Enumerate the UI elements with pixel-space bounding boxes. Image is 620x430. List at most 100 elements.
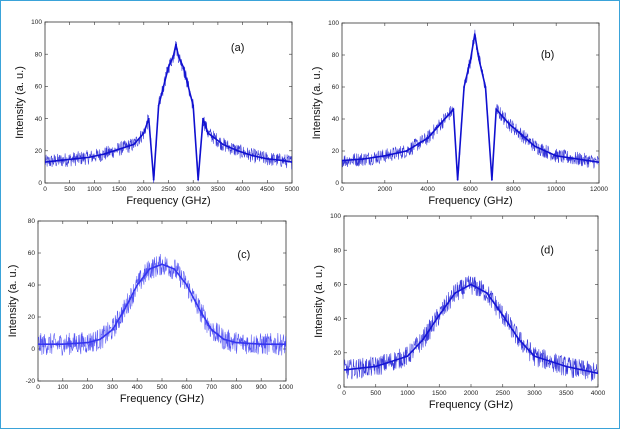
data-point bbox=[175, 43, 177, 46]
data-point bbox=[495, 108, 498, 111]
data-point bbox=[221, 143, 224, 146]
y-tick-label: 80 bbox=[332, 52, 340, 59]
x-tick-label: 3000 bbox=[527, 390, 542, 397]
y-tick-label: 100 bbox=[328, 20, 339, 27]
data-point bbox=[438, 314, 441, 317]
data-point bbox=[157, 104, 160, 107]
data-point bbox=[251, 154, 254, 157]
data-point bbox=[223, 338, 225, 341]
data-point bbox=[521, 134, 523, 136]
panel-label: (d) bbox=[540, 245, 553, 257]
data-point bbox=[182, 66, 185, 68]
x-tick-label: 1000 bbox=[400, 390, 415, 397]
data-point bbox=[152, 178, 155, 181]
data-point bbox=[344, 369, 345, 371]
x-tick-label: 0 bbox=[36, 384, 40, 391]
data-point bbox=[86, 341, 89, 344]
data-point bbox=[508, 122, 510, 125]
y-axis-label: Intensity (a. u.) bbox=[311, 67, 323, 140]
data-point bbox=[478, 58, 480, 61]
y-tick-label: 40 bbox=[334, 316, 342, 323]
x-tick-label: 1500 bbox=[112, 186, 127, 193]
panel-a: 0 500 1000 1500 2000 2500 3000 3500 4000 4500 5000… bbox=[14, 19, 300, 207]
data-point bbox=[533, 145, 536, 148]
y-tick-label: 80 bbox=[28, 218, 36, 225]
y-tick-label: 60 bbox=[334, 282, 342, 289]
data-point bbox=[598, 161, 599, 164]
x-tick-label: 5000 bbox=[285, 186, 300, 193]
data-point bbox=[281, 159, 284, 162]
series-line bbox=[38, 263, 286, 345]
data-point bbox=[456, 178, 459, 181]
x-tick-label: 0 bbox=[43, 186, 47, 193]
data-point bbox=[285, 343, 286, 346]
panel-d: 0 500 1000 1500 2000 2500 3000 3500 4000 0 20 40 60 8… bbox=[313, 213, 606, 411]
x-tick-label: 800 bbox=[231, 384, 242, 391]
data-point bbox=[597, 372, 598, 375]
data-point bbox=[172, 54, 175, 57]
x-tick-label: 3500 bbox=[211, 186, 226, 193]
x-tick-label: 1000 bbox=[87, 186, 102, 193]
x-axis-label: Frequency (GHz) bbox=[120, 393, 204, 405]
data-point bbox=[470, 283, 472, 286]
data-point bbox=[177, 54, 180, 57]
y-tick-label: 0 bbox=[31, 346, 35, 353]
x-tick-label: 2500 bbox=[161, 186, 176, 193]
panel-label: (c) bbox=[237, 249, 250, 261]
x-axis-label: Frequency (GHz) bbox=[126, 195, 210, 207]
panel-label: (a) bbox=[231, 42, 244, 54]
y-tick-label: 40 bbox=[35, 116, 43, 123]
data-point bbox=[236, 149, 239, 152]
y-tick-label: 0 bbox=[38, 180, 42, 187]
data-point bbox=[533, 355, 536, 358]
data-point bbox=[576, 158, 579, 160]
data-point bbox=[118, 148, 120, 151]
y-tick-label: 20 bbox=[35, 148, 43, 155]
data-point bbox=[192, 104, 195, 107]
series-line bbox=[45, 44, 292, 180]
data-point bbox=[88, 156, 91, 159]
data-point bbox=[374, 365, 377, 368]
x-tick-label: 8000 bbox=[506, 186, 521, 193]
data-point bbox=[501, 314, 504, 317]
data-point bbox=[260, 343, 263, 346]
x-tick-label: 400 bbox=[132, 384, 143, 391]
data-point bbox=[187, 85, 190, 88]
series-noise-trace bbox=[45, 41, 292, 183]
data-point bbox=[422, 338, 425, 341]
y-tick-label: 0 bbox=[335, 180, 339, 187]
data-point bbox=[210, 328, 213, 331]
y-axis-label: Intensity (a. u.) bbox=[313, 265, 325, 338]
panel-label: (b) bbox=[541, 49, 554, 61]
x-tick-label: 0 bbox=[340, 186, 344, 193]
y-tick-label: 100 bbox=[31, 19, 42, 26]
x-tick-label: 2000 bbox=[378, 186, 393, 193]
y-tick-label: 60 bbox=[28, 250, 36, 257]
x-tick-label: 6000 bbox=[463, 186, 478, 193]
data-point bbox=[484, 86, 487, 88]
y-tick-label: 80 bbox=[35, 51, 43, 58]
x-tick-label: 1000 bbox=[279, 384, 294, 391]
data-point bbox=[565, 365, 568, 368]
y-tick-label: 20 bbox=[332, 148, 340, 155]
data-point bbox=[38, 343, 39, 346]
y-tick-label: 40 bbox=[28, 282, 36, 289]
x-tick-label: 3000 bbox=[186, 186, 201, 193]
x-tick-label: 4000 bbox=[591, 390, 606, 397]
data-point bbox=[45, 161, 46, 163]
data-point bbox=[291, 161, 292, 163]
y-tick-label: 0 bbox=[337, 384, 341, 391]
y-tick-label: -20 bbox=[26, 378, 36, 385]
x-tick-label: 2000 bbox=[464, 390, 479, 397]
data-point bbox=[136, 284, 139, 286]
data-point bbox=[167, 66, 170, 68]
data-point bbox=[266, 157, 269, 160]
x-tick-label: 500 bbox=[157, 384, 168, 391]
x-tick-label: 12000 bbox=[590, 186, 608, 193]
data-point bbox=[473, 33, 476, 36]
panel-c: 0 100 200 300 400 500 600 700 800 900 1000-2002040… bbox=[7, 218, 294, 405]
y-tick-label: 60 bbox=[35, 84, 43, 91]
x-tick-label: 500 bbox=[370, 390, 381, 397]
y-tick-label: 20 bbox=[28, 314, 36, 321]
y-tick-label: 60 bbox=[332, 84, 340, 91]
